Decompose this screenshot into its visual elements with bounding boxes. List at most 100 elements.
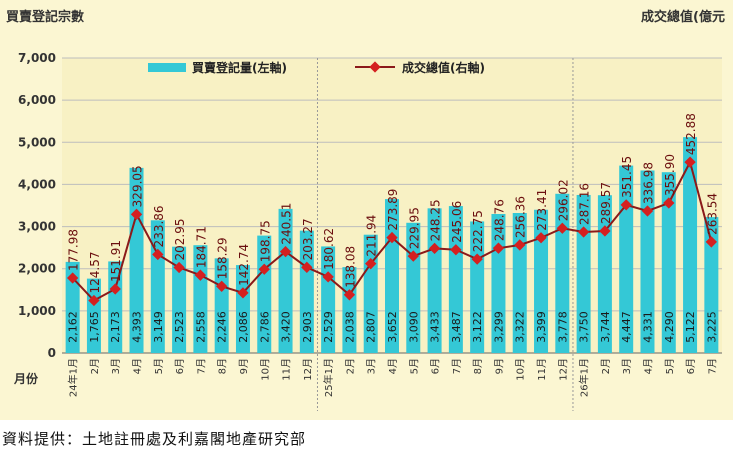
line-marker — [173, 261, 185, 274]
line-marker — [492, 242, 505, 254]
line-value-label: 355.90 — [663, 154, 677, 196]
line-value-label: 245.06 — [450, 201, 464, 243]
line-marker — [322, 271, 334, 283]
x-tick-label: 7月 — [195, 358, 207, 374]
line-value-label: 248.25 — [429, 199, 443, 241]
line-value-label: 273.89 — [386, 189, 400, 231]
x-tick-label: 6月 — [174, 358, 186, 374]
bar-value-label: 4,331 — [641, 311, 654, 343]
line-value-label: 151.91 — [109, 240, 123, 282]
x-tick-label: 5月 — [153, 358, 165, 374]
line-value-label: 351.45 — [620, 156, 634, 198]
y-tick-label: 6,000 — [18, 93, 56, 107]
bar-value-label: 3,652 — [386, 311, 399, 343]
legend-bar-swatch — [148, 63, 186, 72]
bar-value-label: 4,447 — [620, 311, 633, 343]
y-tick-label: 4,000 — [18, 177, 56, 191]
line-value-label: 177.98 — [67, 229, 81, 271]
x-tick-label: 2月 — [600, 358, 612, 374]
line-marker — [705, 236, 718, 248]
line-marker — [343, 289, 356, 301]
line-marker — [514, 239, 526, 251]
line-marker — [663, 197, 675, 209]
line-value-label: 203.27 — [301, 218, 315, 260]
bar-value-label: 3,122 — [471, 311, 484, 343]
x-tick-label: 4月 — [132, 358, 144, 374]
line-value-label: 184.71 — [194, 226, 208, 268]
bar — [448, 206, 463, 353]
bar-value-label: 1,765 — [88, 311, 101, 343]
bar-value-label: 2,558 — [194, 311, 207, 343]
line-marker — [258, 263, 270, 275]
line-marker — [279, 245, 292, 258]
bar — [278, 208, 293, 353]
bar — [597, 195, 612, 353]
x-tick-label: 3月 — [110, 358, 122, 374]
line-marker — [216, 280, 228, 292]
bar — [214, 258, 229, 353]
bar-value-label: 2,529 — [322, 311, 335, 343]
legend-line-label: 成交總值(右軸) — [402, 60, 485, 75]
x-tick-label: 6月 — [685, 358, 697, 374]
line-value-label: 202.95 — [173, 218, 187, 260]
line-value-label: 240.51 — [280, 203, 294, 245]
bar — [555, 193, 570, 353]
y-tick-label: 5,000 — [18, 135, 56, 149]
line-value-label: 329.05 — [131, 165, 145, 207]
right-axis-title: 成交總值(億元 — [641, 10, 725, 25]
combo-chart: 0 1,000 2,000 3,000 4,000 5,000 6,000 7,000 2,16… — [13, 51, 722, 411]
x-tick-label: 8月 — [472, 358, 484, 374]
line-value-label: 289.57 — [599, 182, 613, 224]
line-value-label: 273.41 — [535, 189, 549, 231]
x-tick-label: 5月 — [408, 358, 420, 374]
bar — [257, 235, 272, 353]
bar — [65, 261, 80, 353]
x-tick-label: 11月 — [536, 358, 548, 381]
legend-bar-label: 買賣登記量(左軸) — [192, 60, 287, 75]
y-tick-label: 3,000 — [18, 220, 56, 234]
bar — [619, 165, 634, 353]
bar-value-label: 3,299 — [492, 311, 505, 343]
bar — [576, 194, 591, 353]
bar-value-label: 3,420 — [280, 311, 293, 343]
bar-value-label: 3,744 — [599, 311, 612, 343]
x-tick-label: 7月 — [706, 358, 718, 374]
x-tick-label: 10月 — [259, 358, 271, 381]
bar — [512, 213, 527, 353]
bar — [640, 170, 655, 353]
line-value-label: 263.54 — [705, 193, 719, 235]
bar-value-label: 3,399 — [535, 311, 548, 343]
bar — [172, 246, 187, 353]
line-marker — [428, 242, 441, 255]
x-tick-label: 9月 — [238, 358, 250, 374]
x-tick-label: 11月 — [281, 358, 293, 381]
line-marker — [450, 244, 462, 256]
bar-value-label: 2,162 — [67, 311, 80, 343]
line-value-label: 296.02 — [556, 179, 570, 221]
x-tick-label: 8月 — [217, 358, 229, 374]
line-marker — [365, 258, 377, 270]
line-value-label: 256.36 — [514, 196, 528, 238]
line-marker — [684, 156, 696, 168]
left-axis-title: 買賣登記宗數 — [6, 10, 85, 25]
bar-value-label: 5,122 — [684, 311, 697, 343]
bar-value-label: 2,038 — [343, 311, 356, 343]
y-tick-label: 7,000 — [18, 51, 56, 65]
line-value-label: 336.98 — [641, 162, 655, 204]
x-tick-label: 2月 — [344, 358, 356, 374]
bar-value-label: 3,778 — [556, 311, 569, 343]
x-tick-label: 25年1月 — [322, 358, 335, 397]
line-value-label: 180.62 — [322, 228, 336, 270]
x-tick-label: 24年1月 — [67, 358, 80, 397]
line-value-label: 222.75 — [471, 210, 485, 252]
line-marker — [130, 208, 143, 220]
bar-value-label: 2,903 — [301, 311, 314, 343]
bar-value-label: 2,173 — [109, 311, 122, 343]
bar — [661, 172, 676, 353]
bar-value-label: 3,487 — [450, 311, 463, 343]
bar-value-label: 2,523 — [173, 311, 186, 343]
bar — [534, 209, 549, 353]
x-tick-label: 12月 — [557, 358, 569, 381]
line-marker — [152, 248, 164, 261]
bar-value-label: 3,090 — [407, 311, 420, 343]
